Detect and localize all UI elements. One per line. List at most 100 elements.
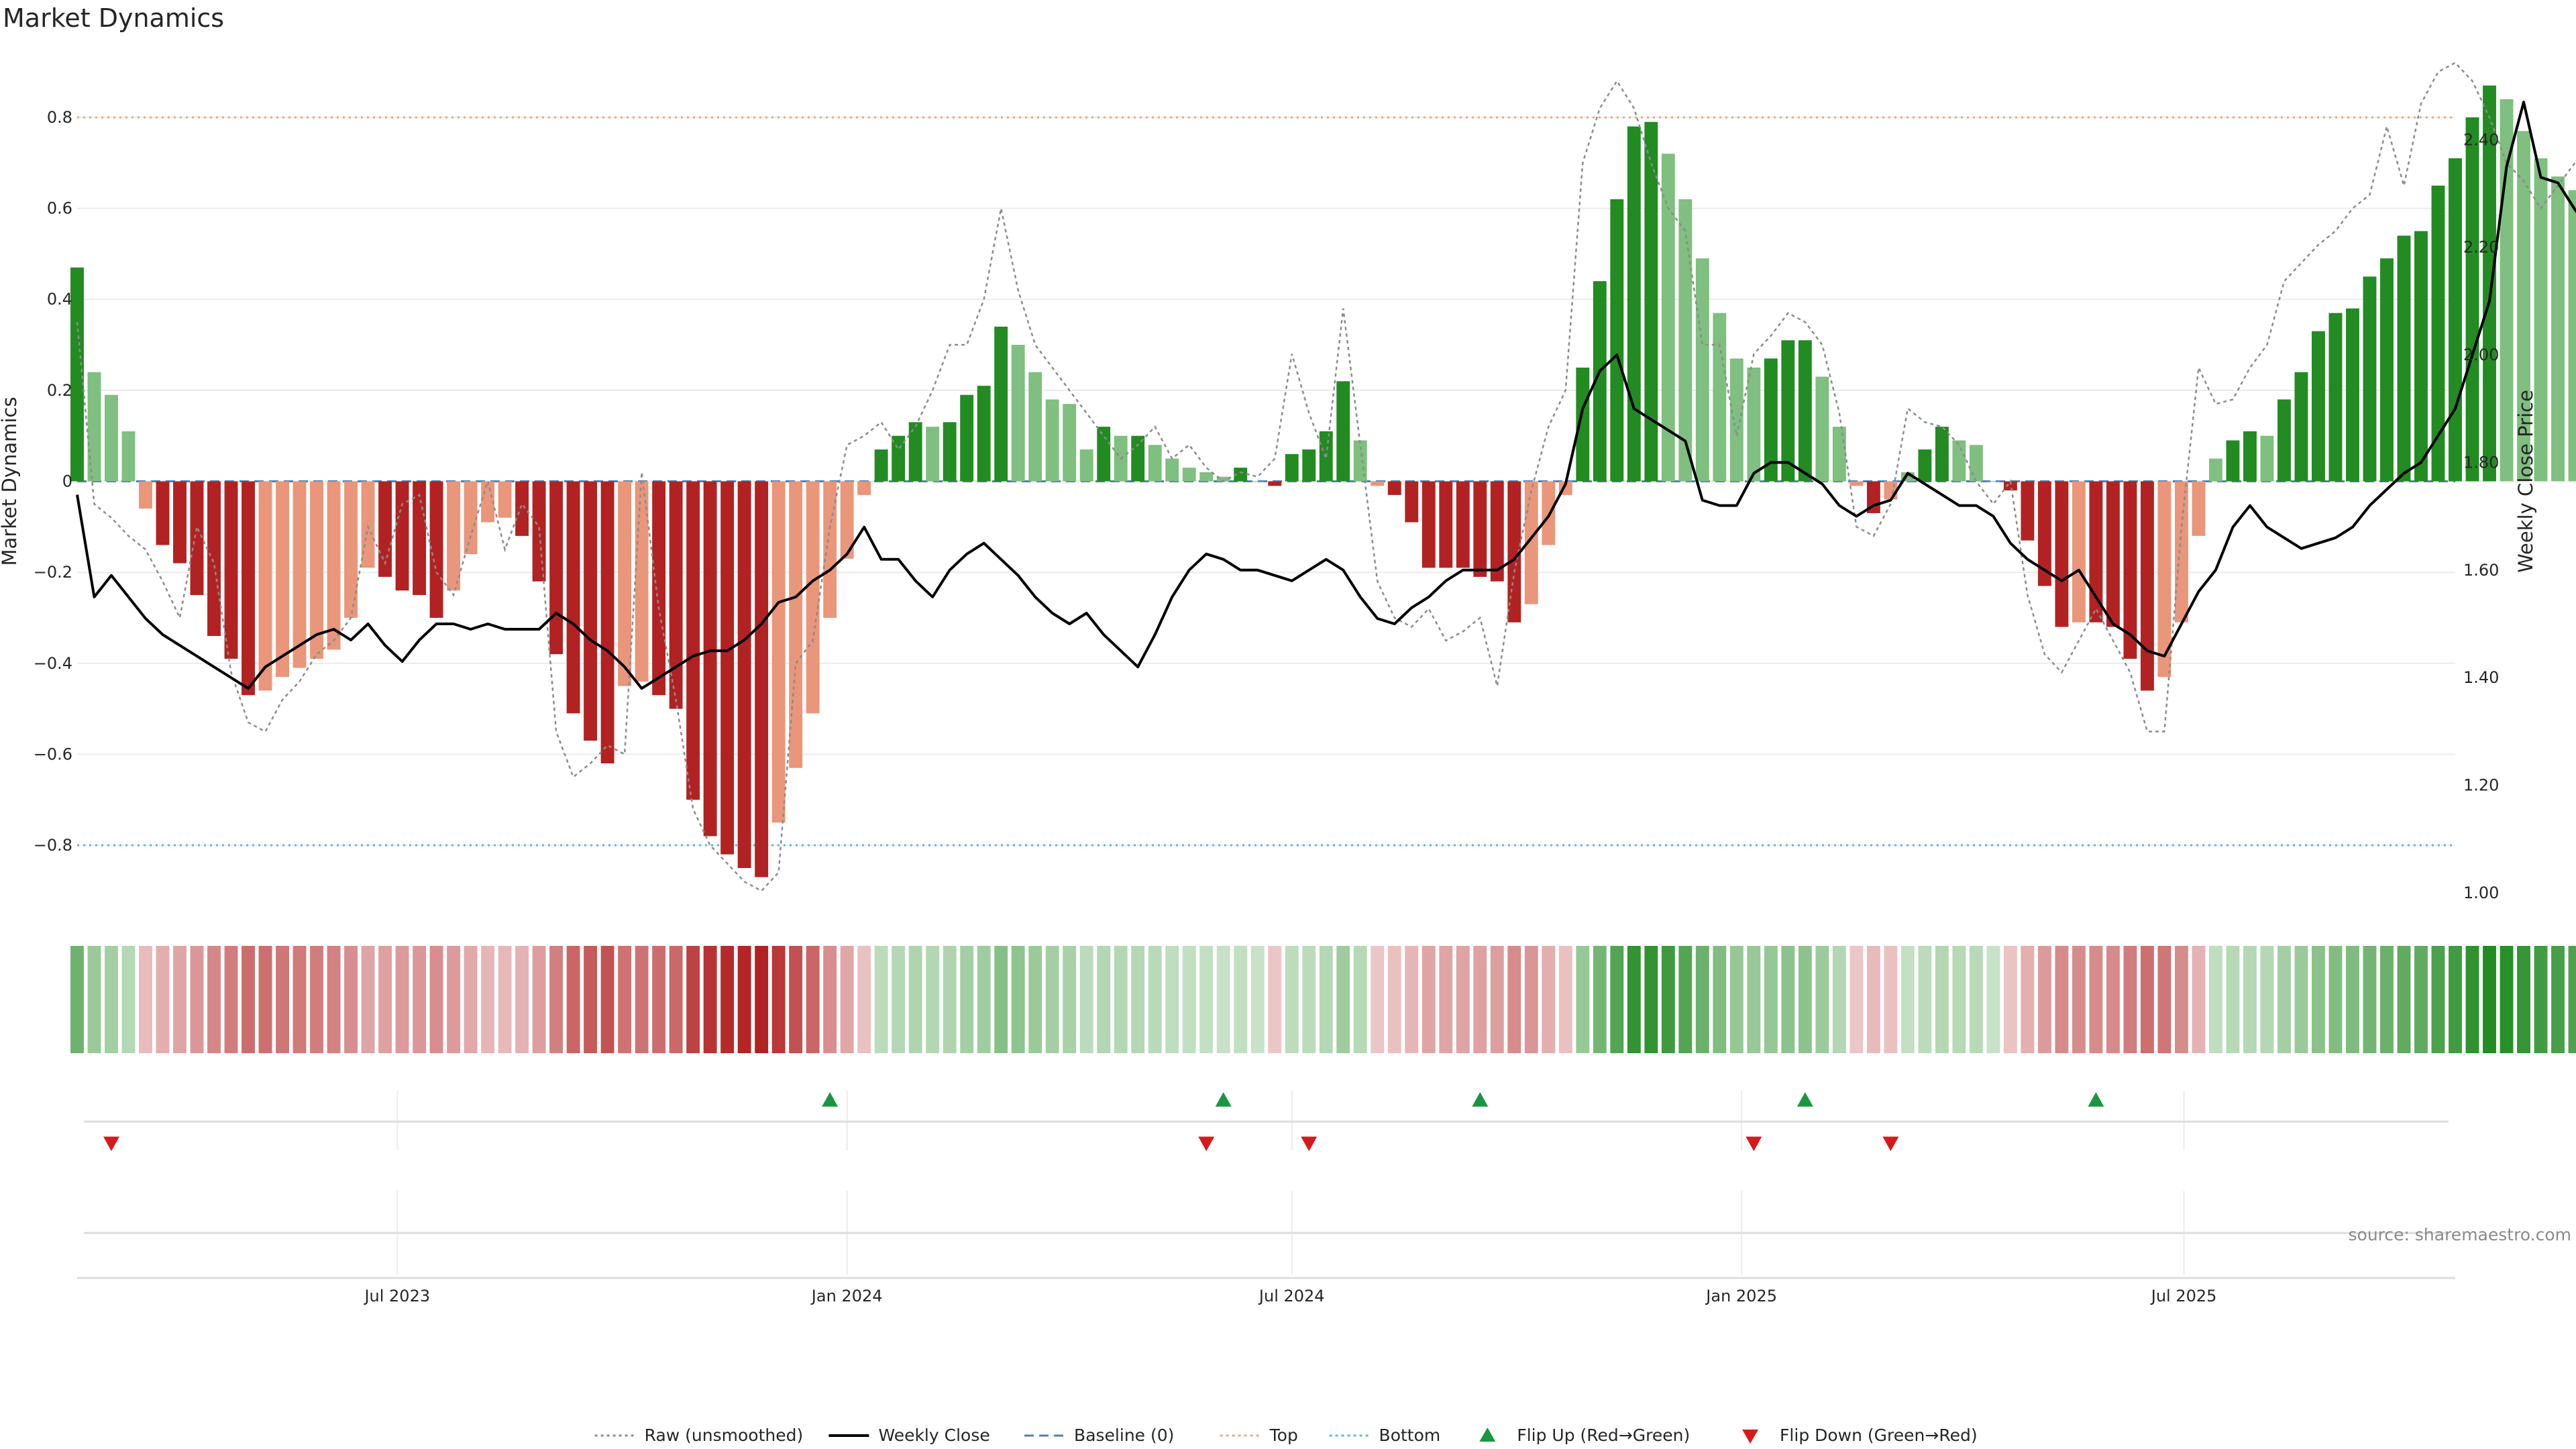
regime-cell xyxy=(361,946,375,1053)
dynamics-bar xyxy=(2123,481,2137,659)
regime-cell xyxy=(1798,946,1812,1053)
dynamics-bar xyxy=(1593,281,1607,482)
regime-cell xyxy=(1371,946,1385,1053)
dynamics-bar xyxy=(1353,440,1367,482)
dynamics-bar xyxy=(1542,481,1556,545)
regime-cell xyxy=(1576,946,1590,1053)
regime-cell xyxy=(2243,946,2257,1053)
dynamics-bar xyxy=(464,481,478,555)
regime-cell xyxy=(1935,946,1949,1053)
regime-cell xyxy=(2089,946,2103,1053)
x-tick-label: Jul 2023 xyxy=(363,1287,430,1305)
y2-tick-label: 1.40 xyxy=(2463,668,2499,687)
regime-cell xyxy=(1302,946,1316,1053)
dynamics-bar xyxy=(2414,231,2428,482)
dynamics-bar xyxy=(532,481,546,582)
regime-cell xyxy=(1644,946,1658,1053)
y-tick-label: −0.6 xyxy=(34,745,72,763)
dynamics-bar xyxy=(1747,367,1761,482)
flip-down-marker xyxy=(1746,1136,1762,1151)
dynamics-bar xyxy=(635,481,649,682)
regime-cell xyxy=(2055,946,2069,1053)
regime-cell xyxy=(2517,946,2530,1053)
regime-cell xyxy=(2328,946,2343,1053)
regime-cell xyxy=(1627,946,1641,1053)
dynamics-bar xyxy=(823,481,837,618)
legend-swatch-flip-down xyxy=(1742,1430,1759,1444)
dynamics-bar xyxy=(892,435,906,482)
regime-cell xyxy=(241,946,255,1053)
y-tick-label: 0 xyxy=(62,472,72,491)
regime-cell xyxy=(1353,946,1367,1053)
dynamics-bar xyxy=(1832,427,1846,482)
regime-cell xyxy=(977,946,991,1053)
dynamics-bar xyxy=(1302,449,1316,482)
regime-cell xyxy=(1661,946,1675,1053)
dynamics-bar xyxy=(156,481,170,545)
regime-cell xyxy=(1079,946,1093,1053)
dynamics-bar xyxy=(1969,445,1983,482)
dynamics-bar xyxy=(1165,458,1179,482)
dynamics-bar xyxy=(1729,358,1743,482)
dynamics-bar xyxy=(276,481,289,678)
regime-cell xyxy=(1097,946,1111,1053)
legend: Raw (unsmoothed) Weekly Close Baseline (0)… xyxy=(594,1426,1978,1445)
dynamics-bar xyxy=(1079,449,1093,482)
dynamics-bar xyxy=(1216,476,1230,482)
regime-cell xyxy=(806,946,820,1053)
dynamics-bar xyxy=(1063,404,1077,482)
legend-label: Flip Up (Red→Green) xyxy=(1517,1426,1690,1445)
regime-cell xyxy=(378,946,392,1053)
dynamics-bar xyxy=(1148,445,1162,482)
y2-tick-label: 1.80 xyxy=(2463,453,2499,472)
y-tick-label: −0.4 xyxy=(34,654,72,673)
regime-cell xyxy=(1558,946,1572,1053)
dynamics-bar xyxy=(2363,276,2377,482)
dynamics-bar xyxy=(105,394,118,482)
dynamics-bar xyxy=(1678,199,1693,482)
regime-cell xyxy=(1900,946,1915,1053)
dynamics-bar xyxy=(549,481,564,655)
dynamics-bar xyxy=(515,481,529,536)
regime-cell xyxy=(2346,946,2359,1053)
regime-cell xyxy=(1815,946,1829,1053)
dynamics-bar xyxy=(1439,481,1453,568)
dynamics-bar xyxy=(1490,481,1504,582)
regime-cell xyxy=(2072,946,2086,1053)
flip-down-marker xyxy=(103,1136,120,1151)
dynamics-bar xyxy=(310,481,323,659)
regime-cell xyxy=(156,946,170,1053)
dynamics-bar xyxy=(241,481,255,696)
dynamics-bar xyxy=(1421,481,1436,568)
regime-cell xyxy=(857,946,871,1053)
dynamics-bar xyxy=(1045,399,1059,482)
flip-up-marker xyxy=(822,1092,839,1107)
regime-cell xyxy=(429,946,443,1053)
raw-series-line xyxy=(76,62,2576,892)
dynamics-bars xyxy=(70,85,2576,877)
dynamics-bar xyxy=(2517,131,2530,482)
regime-cell xyxy=(498,946,512,1053)
dynamics-bar xyxy=(1182,468,1196,482)
legend-item: Raw (unsmoothed) xyxy=(594,1426,803,1445)
dynamics-bar xyxy=(1473,481,1487,577)
dynamics-bar xyxy=(703,481,717,837)
regime-cell xyxy=(139,946,152,1053)
regime-strip xyxy=(70,946,2576,1053)
dynamics-bar xyxy=(70,267,84,482)
regime-cell xyxy=(292,946,307,1053)
y2-tick-label: 1.20 xyxy=(2463,776,2499,795)
dynamics-bar xyxy=(1918,449,1932,482)
dynamics-bar xyxy=(1610,199,1624,482)
regime-cell xyxy=(1832,946,1846,1053)
flip-up-marker xyxy=(1796,1092,1813,1107)
regime-cell xyxy=(1405,946,1419,1053)
regime-cell xyxy=(960,946,974,1053)
dynamics-bar xyxy=(121,431,136,482)
regime-cell xyxy=(1507,946,1521,1053)
dynamics-bar xyxy=(2072,481,2086,623)
regime-cell xyxy=(755,946,769,1053)
dynamics-bar xyxy=(2192,481,2206,536)
regime-cell xyxy=(258,946,272,1053)
